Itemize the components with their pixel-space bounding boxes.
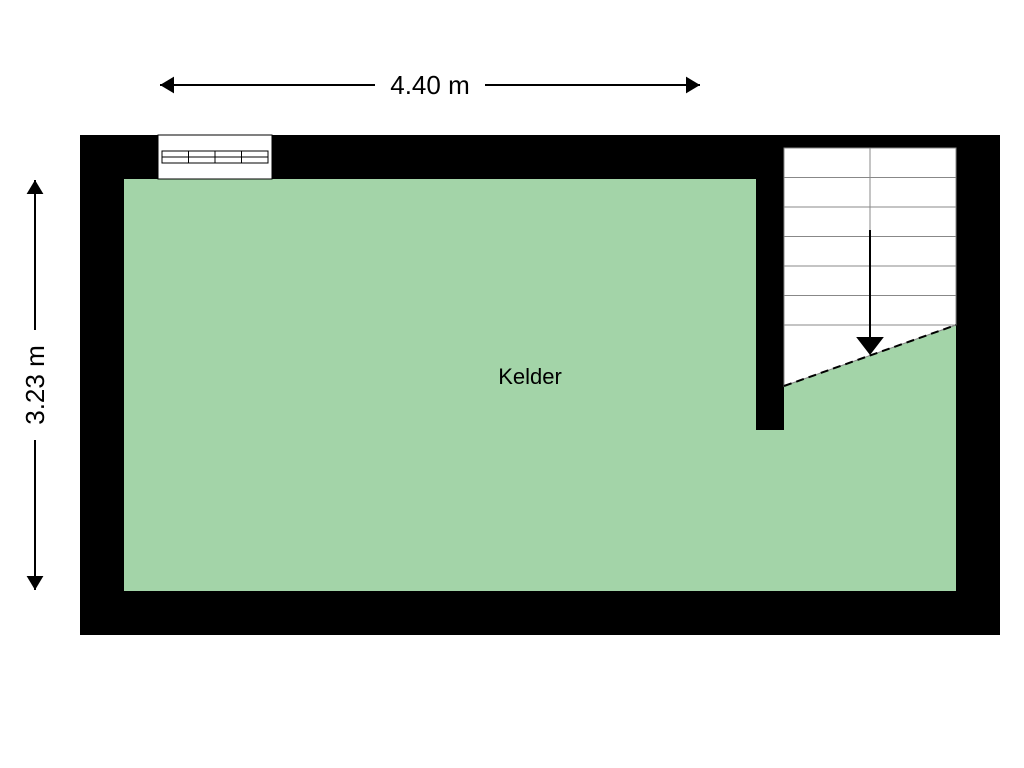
dimension-left-label: 3.23 m bbox=[20, 345, 50, 425]
partition-wall bbox=[756, 135, 784, 430]
dimension-top-label: 4.40 m bbox=[390, 70, 470, 100]
room-label: Kelder bbox=[498, 364, 562, 389]
